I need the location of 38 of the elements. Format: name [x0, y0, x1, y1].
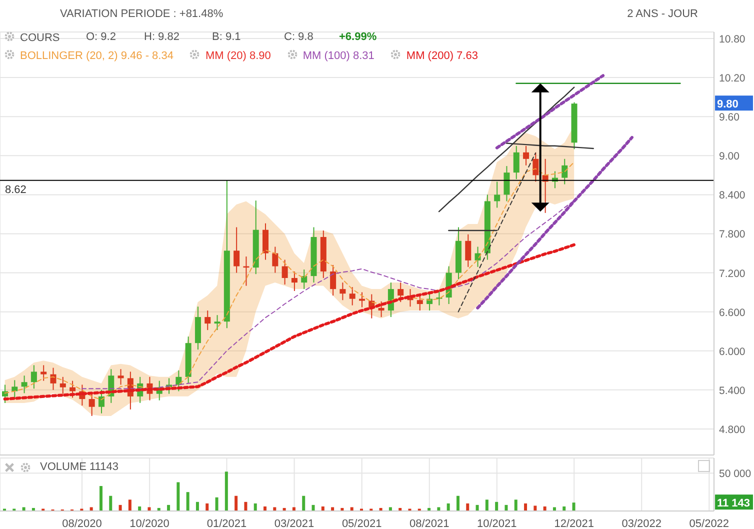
y-tick-label: 7.800 — [719, 228, 746, 241]
annotation: MM (20) 8.90 — [204, 49, 271, 62]
chart-title: VOLUME 11143 — [40, 461, 118, 473]
text: MM (100) 8.31 — [302, 49, 374, 62]
text: MM (200) 7.63 — [405, 49, 478, 62]
annotation: +6.99% — [339, 31, 377, 43]
x-tick-label: 08/2020 — [62, 518, 102, 529]
text: 11 143 — [717, 498, 750, 510]
chart-title: VARIATION PERIODE : +81.48% — [60, 8, 224, 20]
x-tick-label: 10/2021 — [477, 518, 517, 529]
x-tick-label: 08/2021 — [409, 518, 450, 529]
text: BOLLINGER (20, 2) 9.46 - 8.34 — [19, 49, 174, 62]
y-tick-label: 4.800 — [719, 424, 746, 436]
x-tick-label: 03/2021 — [274, 518, 314, 529]
x-tick-label: 03/2022 — [622, 518, 662, 529]
annotation: B: 9.1 — [212, 31, 241, 43]
y-tick-label: 5.400 — [719, 384, 746, 397]
ref-line-label: 8.62 — [5, 184, 26, 196]
annotation: H: 9.82 — [144, 31, 180, 43]
y-tick-label: 9.00 — [719, 150, 740, 163]
y-tick-label: 8.400 — [719, 190, 746, 202]
annotation: O: 9.2 — [86, 31, 116, 43]
y-tick-label: 10.80 — [719, 34, 746, 46]
y-tick-label: 6.600 — [719, 306, 746, 319]
x-tick-label: 12/2021 — [554, 518, 594, 529]
annotation: C: 9.8 — [284, 31, 314, 43]
x-tick-label: 05/2022 — [689, 518, 730, 529]
x-tick-label: 05/2021 — [342, 518, 382, 529]
y-tick-label: 10.20 — [719, 72, 746, 85]
y-tick-label: 7.200 — [719, 268, 746, 280]
x-tick-label: 01/2021 — [206, 518, 247, 529]
y-tick-label: 6.000 — [719, 346, 746, 358]
y-tick-label: 9.60 — [719, 112, 740, 124]
y-tick-label: 50 000 — [719, 468, 752, 480]
x-tick-label: 10/2020 — [130, 518, 170, 529]
annotation: COURS — [19, 31, 60, 44]
text: 9.80 — [717, 98, 738, 111]
chart-subtitle: 2 ANS - JOUR — [627, 8, 698, 20]
